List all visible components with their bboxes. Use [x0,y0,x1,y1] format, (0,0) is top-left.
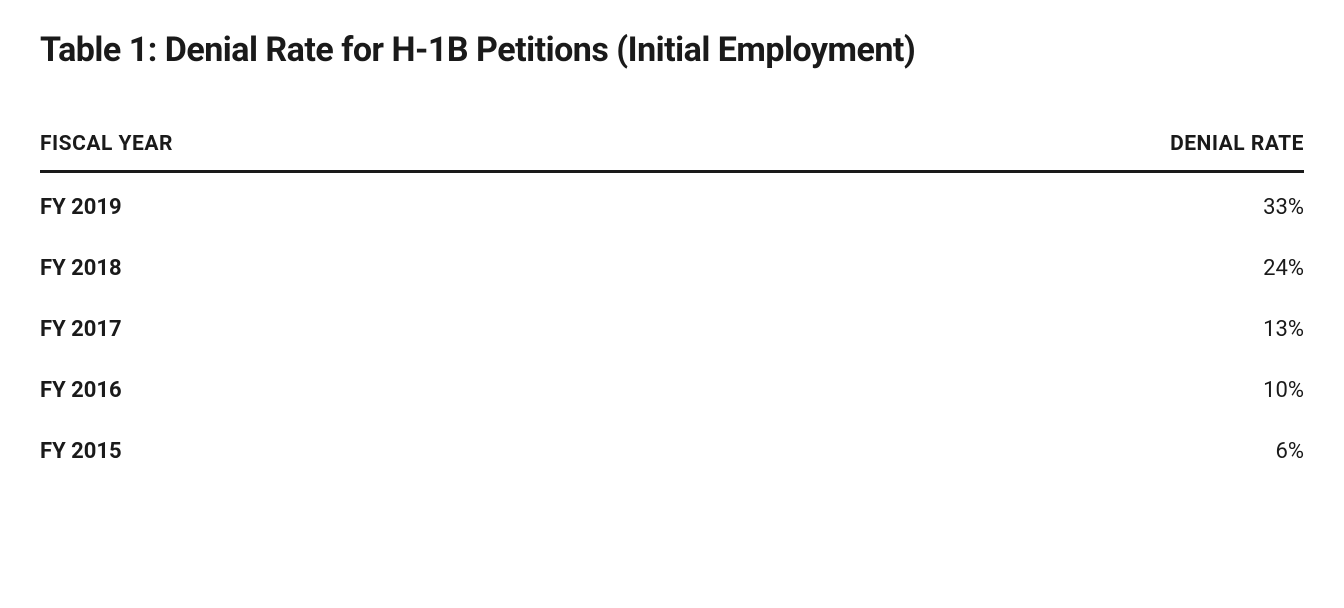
denial-rate-cell: 13% [670,299,1304,360]
denial-rate-cell: 33% [670,172,1304,239]
fiscal-year-cell: FY 2019 [40,172,670,239]
table-header-row: FISCAL YEAR DENIAL RATE [40,120,1304,172]
fiscal-year-cell: FY 2015 [40,421,670,482]
column-header-fiscal-year: FISCAL YEAR [40,120,670,172]
column-header-denial-rate: DENIAL RATE [670,120,1304,172]
table-row: FY 2015 6% [40,421,1304,482]
denial-rate-cell: 24% [670,238,1304,299]
denial-rate-table: FISCAL YEAR DENIAL RATE FY 2019 33% FY 2… [40,120,1304,482]
fiscal-year-cell: FY 2018 [40,238,670,299]
fiscal-year-cell: FY 2017 [40,299,670,360]
table-title: Table 1: Denial Rate for H-1B Petitions … [40,30,1304,70]
table-row: FY 2016 10% [40,360,1304,421]
denial-rate-cell: 10% [670,360,1304,421]
denial-rate-cell: 6% [670,421,1304,482]
table-row: FY 2019 33% [40,172,1304,239]
table-row: FY 2017 13% [40,299,1304,360]
table-row: FY 2018 24% [40,238,1304,299]
fiscal-year-cell: FY 2016 [40,360,670,421]
